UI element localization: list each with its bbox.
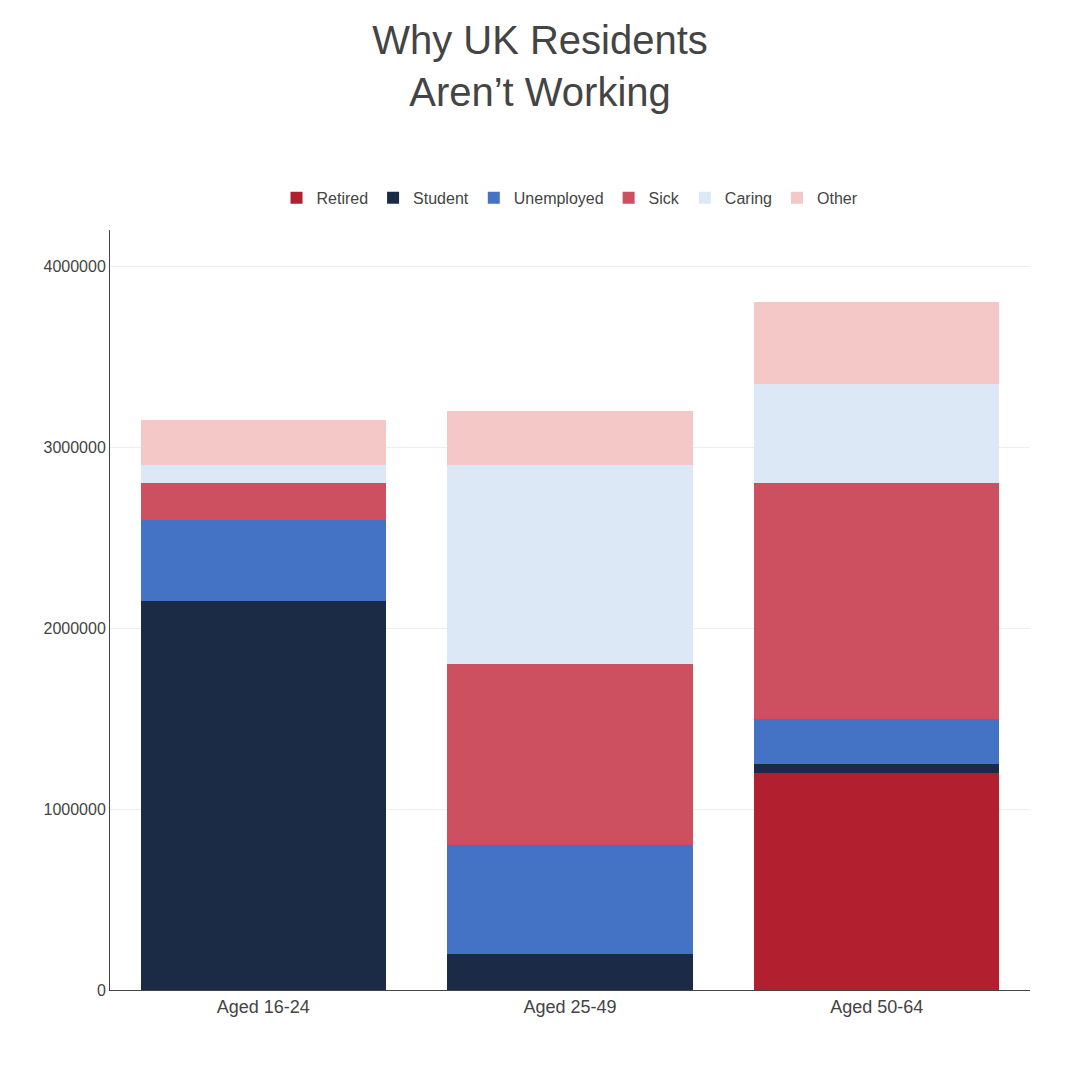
svg-text:Aged 50-64: Aged 50-64 (830, 997, 923, 1017)
svg-text:0: 0 (97, 982, 106, 999)
svg-text:Sick: Sick (649, 190, 680, 207)
svg-text:4000000: 4000000 (44, 258, 106, 275)
svg-text:1000000: 1000000 (44, 801, 106, 818)
svg-text:Aged 16-24: Aged 16-24 (217, 997, 310, 1017)
svg-text:Student: Student (413, 190, 469, 207)
svg-text:3000000: 3000000 (44, 439, 106, 456)
svg-text:2000000: 2000000 (44, 620, 106, 637)
svg-text:Why UK ResidentsAren’t Working: Why UK ResidentsAren’t Working (372, 18, 708, 114)
svg-text:Unemployed: Unemployed (514, 190, 604, 207)
svg-text:Retired: Retired (317, 190, 369, 207)
svg-text:Aged 25-49: Aged 25-49 (523, 997, 616, 1017)
svg-text:Other: Other (817, 190, 858, 207)
svg-text:Caring: Caring (725, 190, 772, 207)
